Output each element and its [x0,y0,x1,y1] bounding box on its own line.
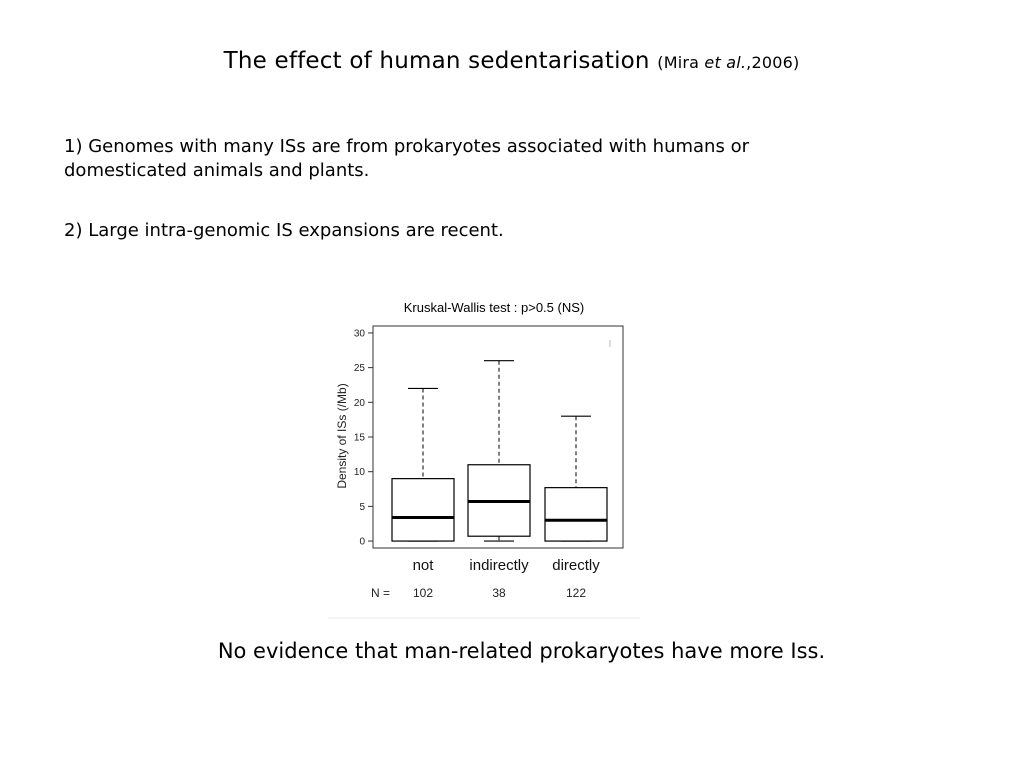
category-label: directly [552,557,600,574]
title-citation: (Mira et al.,2006) [657,53,800,72]
category-label: not [413,557,435,574]
bullet-point-2: 2) Large intra-genomic IS expansions are… [64,220,504,241]
slide-title: The effect of human sedentarisation (Mir… [0,48,1023,74]
n-value: 102 [413,586,433,600]
y-tick-label: 20 [354,398,366,409]
title-text: The effect of human sedentarisation [223,48,650,74]
chart-title: Kruskal-Wallis test : p>0.5 (NS) [404,300,584,315]
category-label: indirectly [469,557,529,574]
conclusion-text: No evidence that man-related prokaryotes… [217,639,826,663]
y-tick-label: 15 [354,433,366,444]
box-iqr [391,478,455,542]
n-value: 122 [566,586,586,600]
y-tick-label: 25 [354,363,366,374]
n-label: N = [371,586,390,600]
boxplot-chart: Kruskal-Wallis test : p>0.5 (NS) Density… [328,300,640,619]
citation-year: ,2006 [746,53,793,72]
bullet-point-1: 1) Genomes with many ISs are from prokar… [64,136,749,181]
y-tick-label: 30 [354,328,366,339]
citation-etal: et al. [704,53,747,72]
n-value: 38 [492,586,506,600]
y-tick-label: 10 [354,467,366,478]
citation-author: Mira [663,53,705,72]
y-tick-label: 5 [359,502,365,513]
y-axis-label: Density of ISs (/Mb) [335,383,349,488]
box-iqr [544,487,608,542]
y-tick-label: 0 [359,537,365,548]
